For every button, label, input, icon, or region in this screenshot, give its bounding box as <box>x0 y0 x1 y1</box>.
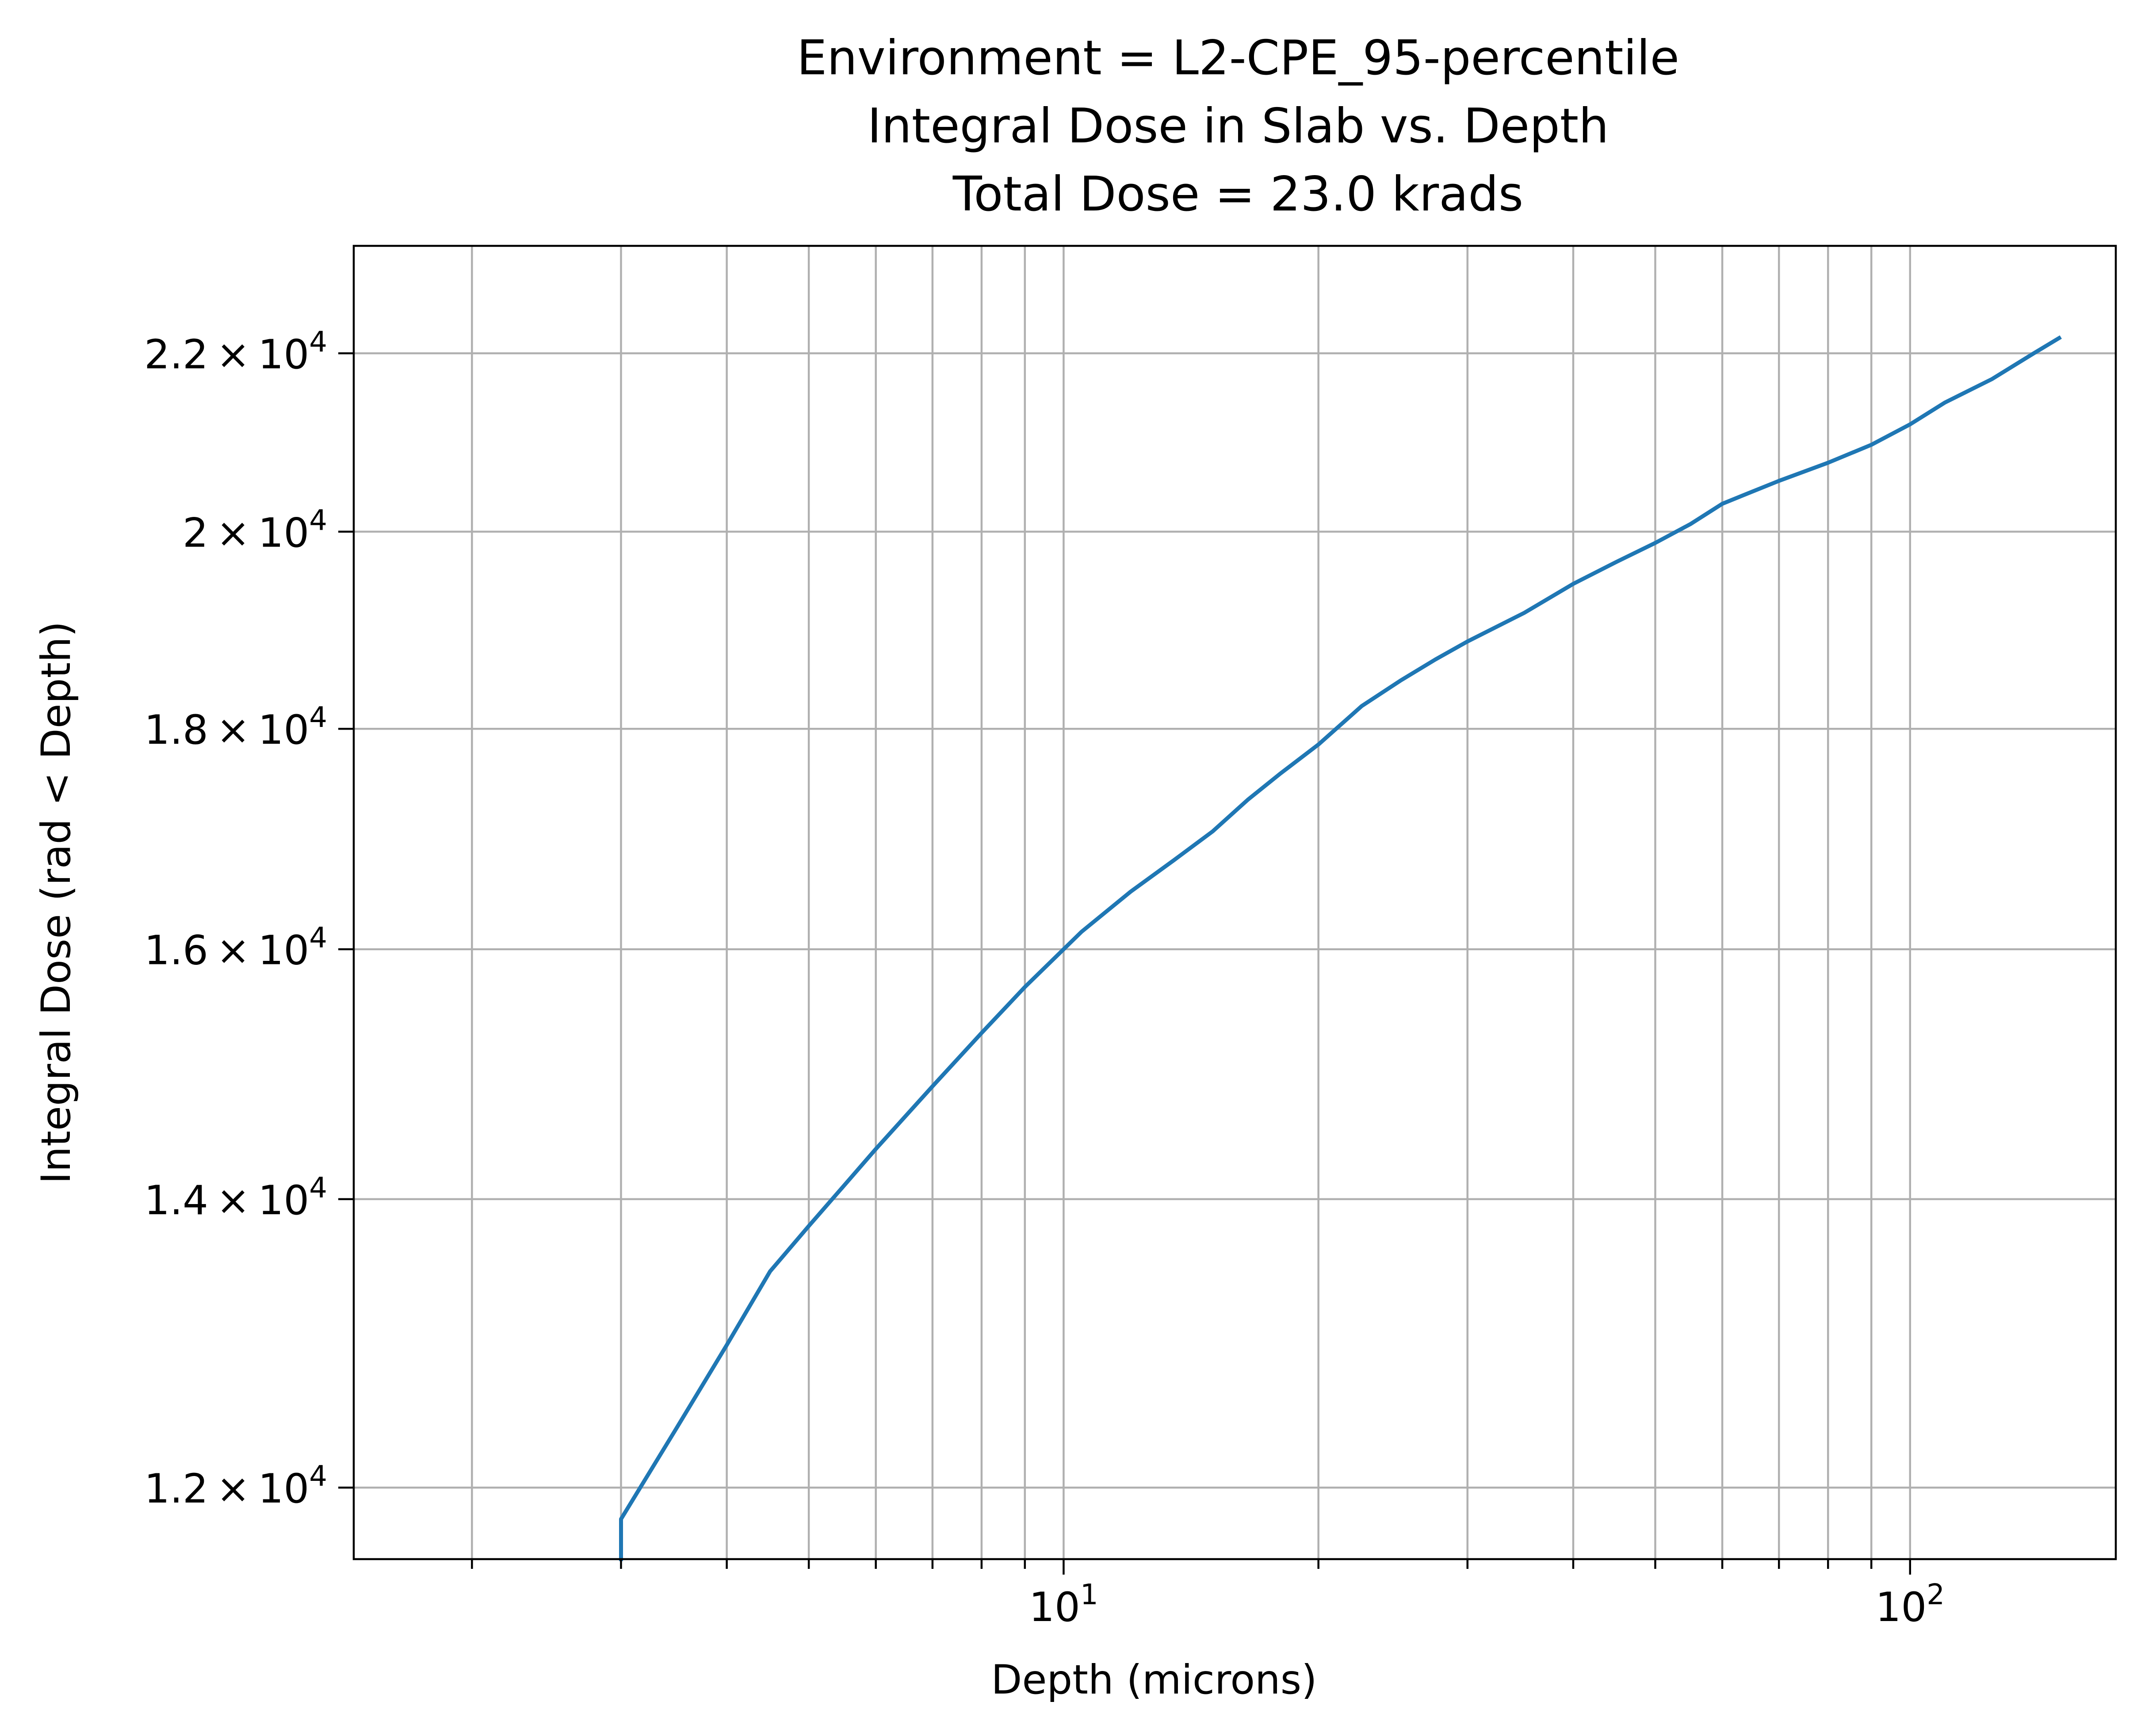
x-tick-label: 102 <box>1875 1579 1945 1631</box>
chart-title-line-3: Total Dose = 23.0 krads <box>952 167 1523 222</box>
grid-lines <box>354 246 2116 1559</box>
y-tick-label: 1.6 × 104 <box>144 922 327 974</box>
y-tick-label: 2.2 × 104 <box>144 326 327 378</box>
dose-curve-line <box>619 335 2062 1561</box>
chart-title-line-2: Integral Dose in Slab vs. Depth <box>867 99 1609 154</box>
x-axis-label: Depth (microns) <box>991 1657 1317 1703</box>
y-tick-label: 1.2 × 104 <box>144 1460 327 1512</box>
axis-ticks: 101 102 1.2 × 104 1.4 × 104 1.6 × 104 1.8 × 1… <box>144 326 1945 1631</box>
y-tick-label: 1.8 × 104 <box>144 701 327 753</box>
series-layer <box>619 335 2062 1561</box>
x-tick-label: 101 <box>1029 1579 1098 1631</box>
y-tick-label: 2 × 104 <box>183 504 327 556</box>
y-axis-label: Integral Dose (rad < Depth) <box>33 621 80 1184</box>
y-tick-label: 1.4 × 104 <box>144 1172 327 1224</box>
plot-area-frame <box>352 245 2117 1560</box>
chart-title-line-1: Environment = L2-CPE_95-percentile <box>797 31 1679 86</box>
